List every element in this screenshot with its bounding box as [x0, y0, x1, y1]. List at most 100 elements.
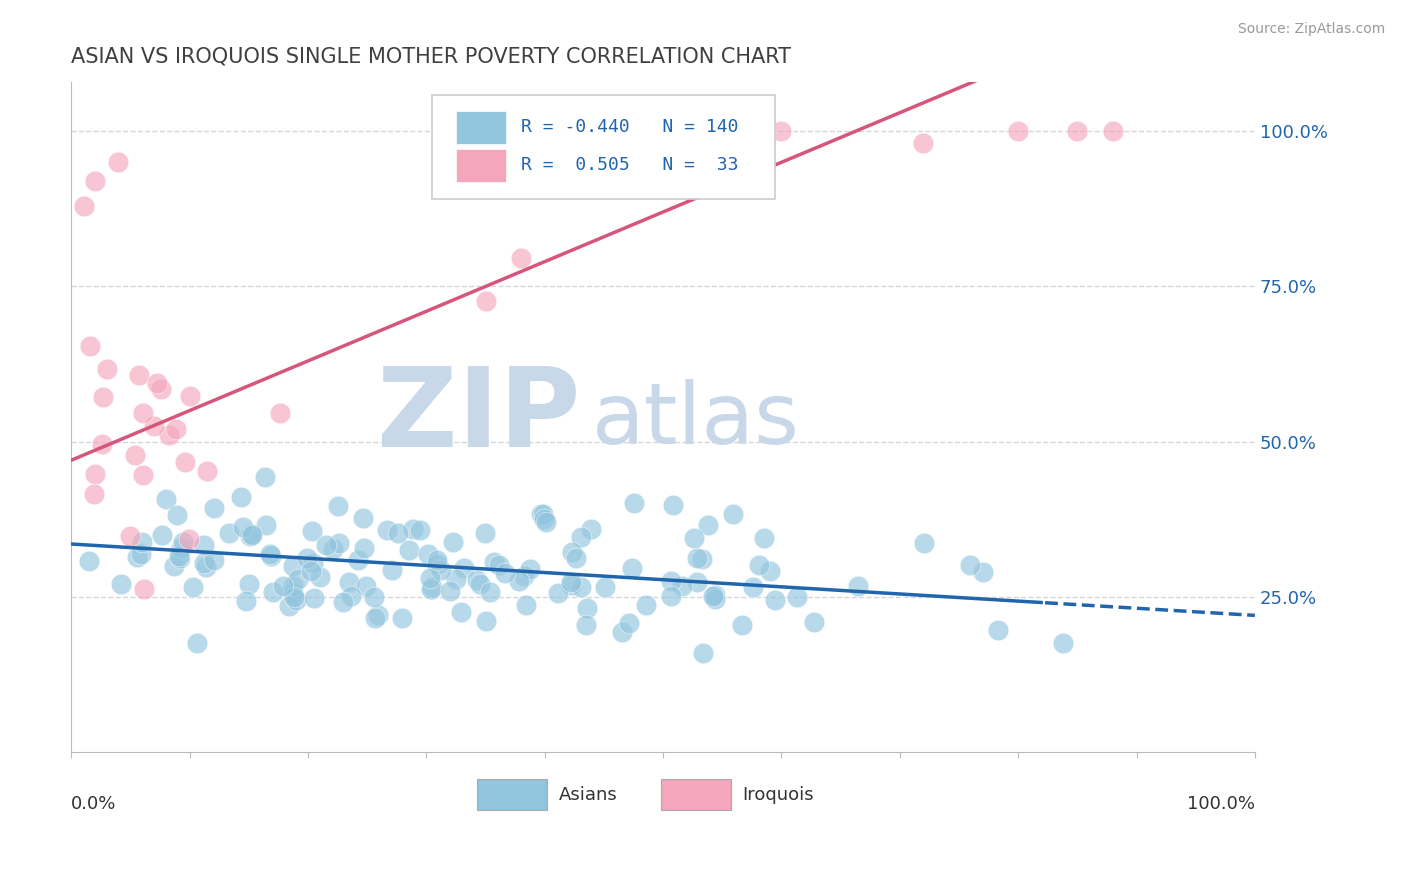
Point — [337, 574, 360, 589]
Point — [697, 518, 720, 533]
Text: Source: ZipAtlas.com: Source: ZipAtlas.com — [1237, 22, 1385, 37]
Point — [972, 566, 994, 580]
Point — [169, 551, 191, 566]
Point — [381, 563, 404, 577]
Point — [118, 529, 141, 543]
Point — [309, 570, 332, 584]
Point — [194, 560, 217, 574]
Point — [157, 428, 180, 442]
Point — [328, 499, 350, 513]
Point — [90, 437, 112, 451]
Point — [84, 174, 107, 188]
Point — [575, 617, 598, 632]
Point — [702, 590, 724, 604]
Point — [759, 565, 782, 579]
Point — [299, 564, 322, 578]
Point — [1066, 124, 1088, 138]
Point — [363, 591, 385, 605]
Point — [659, 574, 682, 588]
Point — [186, 636, 208, 650]
Point — [132, 468, 155, 483]
Point — [533, 512, 555, 526]
Point — [402, 522, 425, 536]
Point — [193, 557, 215, 571]
Text: Iroquois: Iroquois — [742, 786, 814, 804]
Point — [474, 526, 496, 541]
Point — [1007, 124, 1029, 138]
Point — [704, 588, 727, 602]
Point — [179, 389, 201, 403]
Point — [530, 507, 553, 521]
Point — [172, 535, 194, 549]
Point — [281, 579, 304, 593]
Point — [579, 522, 602, 536]
Point — [443, 534, 465, 549]
Point — [125, 550, 148, 565]
Point — [354, 579, 377, 593]
Point — [482, 555, 505, 569]
Point — [420, 580, 443, 594]
Point — [254, 518, 277, 533]
Point — [686, 574, 709, 589]
Point — [531, 508, 554, 522]
Point — [271, 579, 294, 593]
Point — [146, 376, 169, 390]
Point — [347, 552, 370, 566]
Point — [560, 574, 582, 589]
Point — [391, 611, 413, 625]
Point — [692, 646, 714, 660]
Point — [321, 542, 343, 557]
Point — [332, 595, 354, 609]
Point — [253, 469, 276, 483]
Point — [426, 553, 449, 567]
Point — [315, 538, 337, 552]
Point — [340, 589, 363, 603]
Text: ZIP: ZIP — [377, 363, 581, 470]
Point — [375, 523, 398, 537]
Point — [536, 516, 558, 530]
Point — [987, 623, 1010, 637]
Point — [593, 580, 616, 594]
Point — [420, 582, 443, 597]
Point — [96, 362, 118, 376]
Point — [218, 525, 240, 540]
Point — [259, 547, 281, 561]
Point — [763, 592, 786, 607]
Point — [959, 558, 981, 572]
Point — [131, 535, 153, 549]
Point — [166, 508, 188, 523]
Point — [488, 558, 510, 573]
Point — [418, 547, 440, 561]
Point — [302, 591, 325, 605]
Point — [77, 554, 100, 568]
Point — [91, 390, 114, 404]
Point — [328, 536, 350, 550]
Point — [1101, 124, 1123, 138]
Point — [229, 490, 252, 504]
Point — [232, 519, 254, 533]
Point — [269, 405, 291, 419]
Point — [515, 599, 537, 613]
Point — [284, 593, 307, 607]
Point — [132, 406, 155, 420]
Point — [259, 549, 281, 564]
Point — [240, 528, 263, 542]
Point — [155, 492, 177, 507]
Point — [409, 523, 432, 537]
Point — [474, 614, 496, 628]
Point — [387, 526, 409, 541]
Point — [510, 252, 533, 266]
Point — [283, 590, 305, 604]
Point — [494, 566, 516, 580]
FancyBboxPatch shape — [432, 95, 776, 199]
Point — [662, 498, 685, 512]
Point — [685, 550, 707, 565]
Point — [682, 532, 704, 546]
Point — [621, 561, 644, 575]
Point — [162, 558, 184, 573]
Point — [426, 558, 449, 572]
Point — [301, 524, 323, 539]
Point — [278, 599, 301, 614]
Point — [177, 533, 200, 547]
Point — [174, 454, 197, 468]
